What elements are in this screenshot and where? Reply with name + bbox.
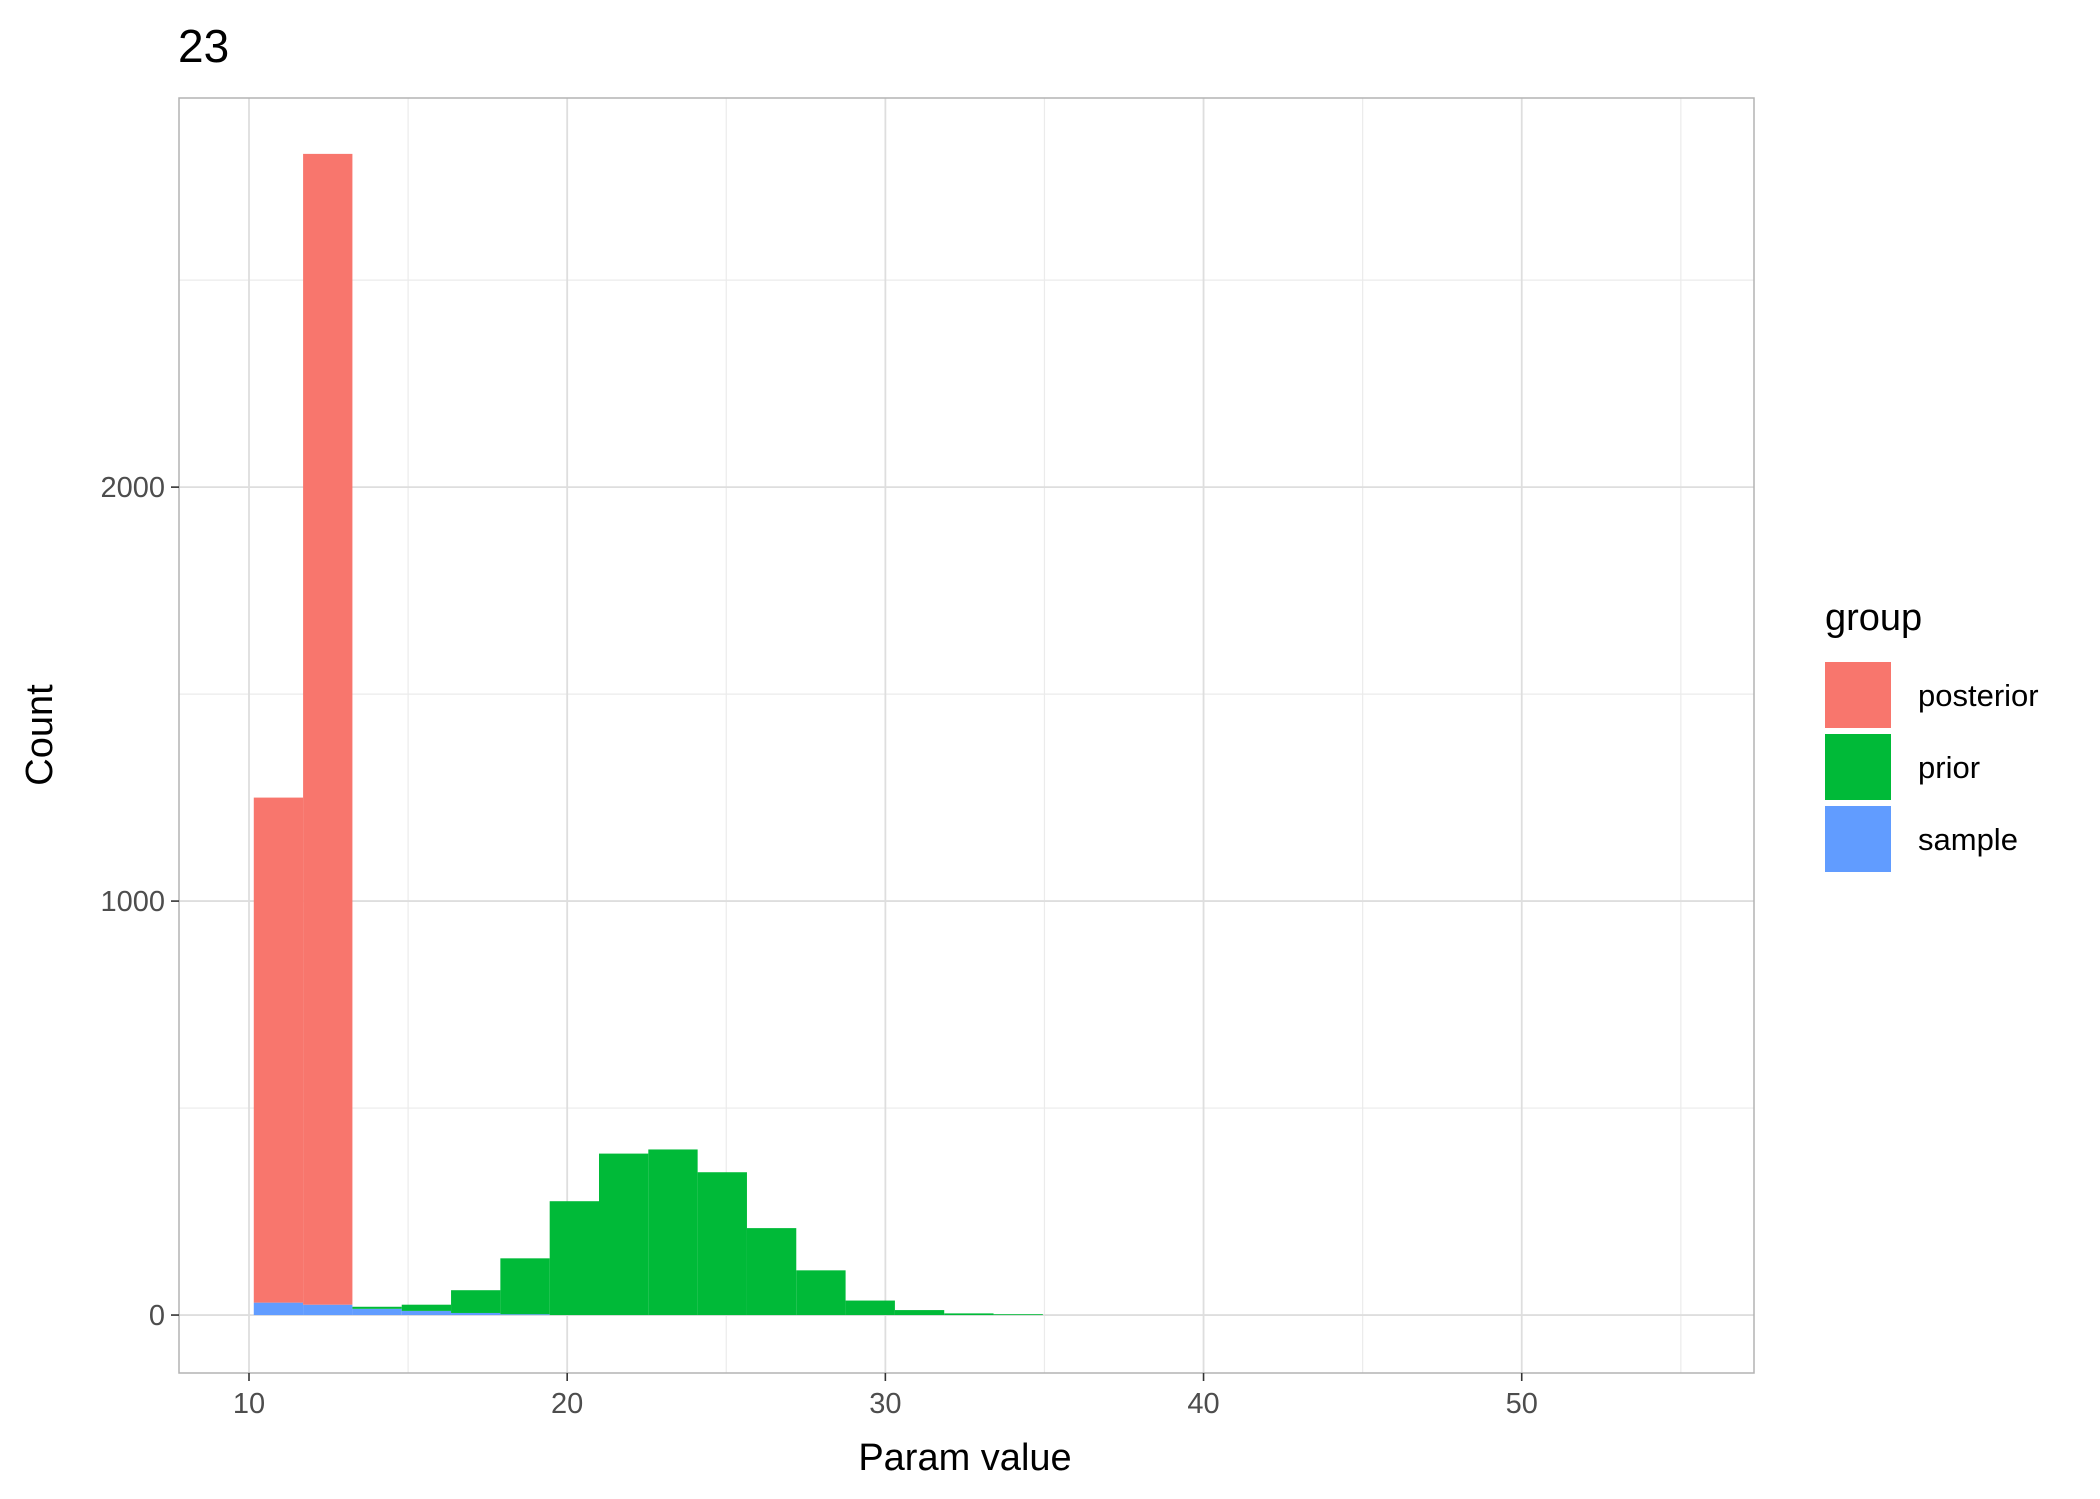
legend-label-sample: sample xyxy=(1918,822,2018,857)
y-tick-label: 2000 xyxy=(100,472,165,504)
plot-panel xyxy=(178,97,1755,1374)
bar-prior xyxy=(500,1258,550,1315)
bar-prior xyxy=(451,1290,501,1313)
bar-prior xyxy=(549,1201,599,1316)
x-tick-label: 40 xyxy=(1187,1388,1219,1420)
bar-posterior xyxy=(253,797,304,1303)
x-tick-label: 10 xyxy=(233,1388,265,1420)
bar-posterior xyxy=(303,153,353,1305)
bar-prior xyxy=(697,1172,747,1316)
x-axis-title: Param value xyxy=(858,1437,1071,1479)
bar-prior xyxy=(648,1149,698,1316)
x-tick-label: 50 xyxy=(1506,1388,1538,1420)
legend-label-posterior: posterior xyxy=(1918,678,2039,713)
legend-swatch-sample xyxy=(1825,806,1891,872)
bar-prior xyxy=(845,1300,895,1316)
x-tick-label: 20 xyxy=(551,1388,583,1420)
legend: group posterior prior sample xyxy=(1825,597,2039,872)
y-tick-label: 0 xyxy=(149,1300,165,1332)
chart-title: 23 xyxy=(178,20,229,72)
legend-label-prior: prior xyxy=(1918,750,1980,785)
bar-prior xyxy=(894,1310,945,1316)
y-axis-title: Count xyxy=(19,684,61,786)
legend-title: group xyxy=(1825,597,1922,639)
bar-sample xyxy=(253,1302,304,1316)
bar-prior xyxy=(944,1313,994,1316)
bar-prior xyxy=(796,1270,846,1316)
y-tick-label: 1000 xyxy=(100,886,165,918)
bars xyxy=(253,153,1043,1316)
legend-keys: posterior prior sample xyxy=(1825,662,2039,872)
x-axis: 10 20 30 40 50 xyxy=(233,1373,1538,1420)
y-axis: 0 1000 2000 xyxy=(100,472,179,1332)
minor-gridlines xyxy=(179,98,1754,1373)
bar-prior xyxy=(599,1153,649,1316)
bar-sample xyxy=(352,1308,402,1316)
bar-sample xyxy=(451,1312,501,1316)
bar-sample xyxy=(303,1304,353,1316)
legend-swatch-posterior xyxy=(1825,662,1891,728)
legend-swatch-prior xyxy=(1825,734,1891,800)
bar-sample xyxy=(401,1310,452,1316)
x-tick-label: 30 xyxy=(869,1388,901,1420)
bar-prior xyxy=(746,1228,797,1316)
bar-prior xyxy=(993,1314,1043,1316)
bar-prior xyxy=(352,1306,402,1309)
bar-prior xyxy=(401,1304,452,1311)
bar-sample xyxy=(500,1314,550,1316)
panel-border xyxy=(178,97,1755,1374)
